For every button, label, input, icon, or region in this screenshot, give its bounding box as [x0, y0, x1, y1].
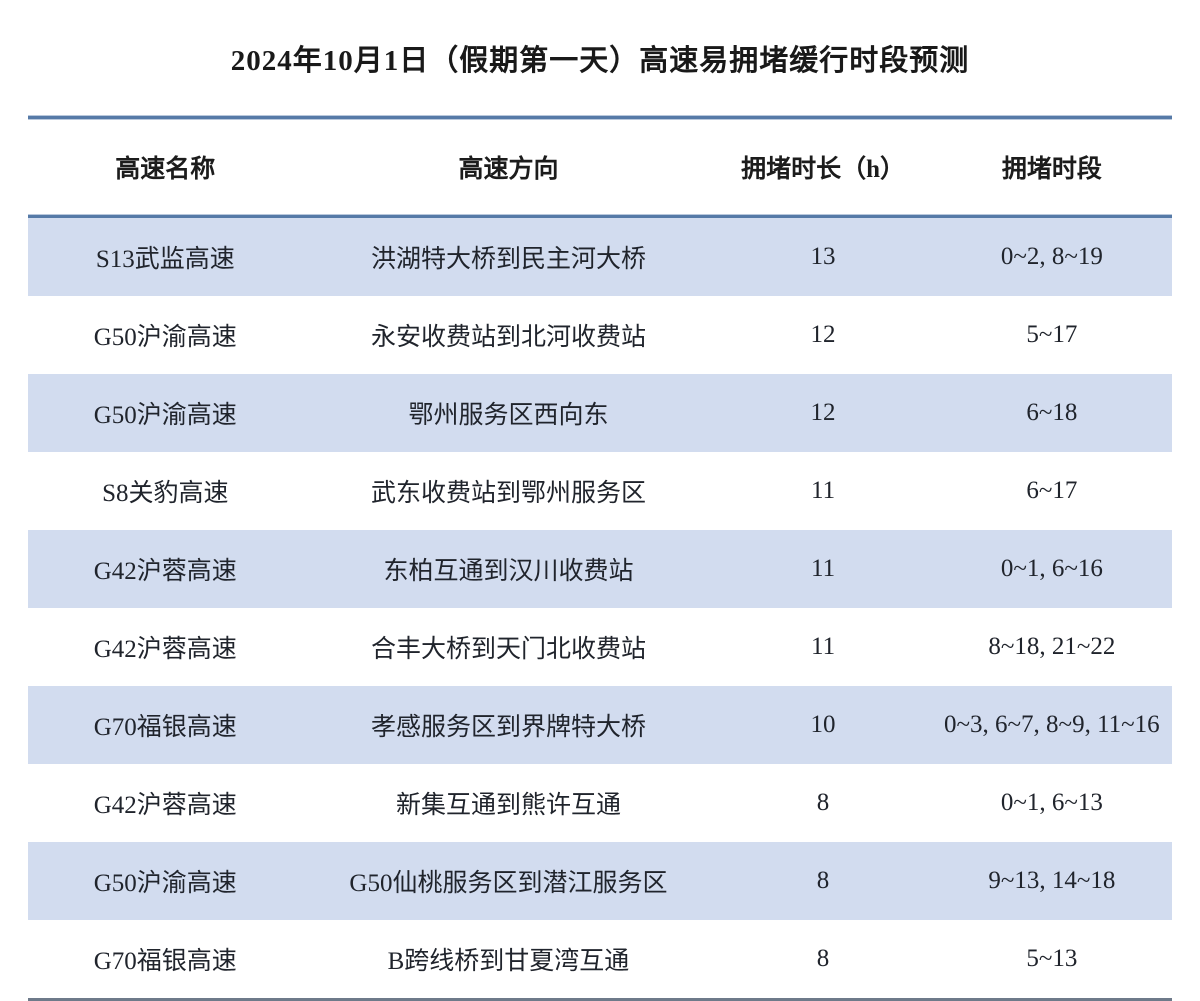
- table-cell: G50沪渝高速: [93, 324, 237, 351]
- column-header-duration: 拥堵时长（h）: [741, 156, 905, 183]
- table-top-rule: [28, 116, 1172, 119]
- title-area: 2024年10月1日（假期第一天）高速易拥堵缓行时段预测: [0, 0, 1200, 116]
- table-cell: 11: [811, 477, 836, 504]
- table-cell: G50沪渝高速: [93, 870, 237, 897]
- column-header-highway-name: 高速名称: [115, 156, 216, 183]
- table-cell: 8: [816, 789, 830, 816]
- table-cell: 武东收费站到鄂州服务区: [370, 480, 646, 507]
- table-row: S13武监高速 洪湖特大桥到民主河大桥 13 0~2, 8~19: [28, 218, 1172, 296]
- table-cell: S8关豹高速: [102, 480, 229, 507]
- table-cell: 5~13: [1026, 945, 1078, 972]
- table-cell: 8: [816, 867, 830, 894]
- table-cell: G70福银高速: [93, 714, 237, 741]
- table-row: G50沪渝高速 永安收费站到北河收费站 12 5~17: [28, 296, 1172, 374]
- table-cell: 洪湖特大桥到民主河大桥: [370, 246, 646, 273]
- table-cell: 9~13, 14~18: [988, 867, 1116, 894]
- table-cell: 8: [816, 945, 830, 972]
- table-row: G42沪蓉高速 合丰大桥到天门北收费站 11 8~18, 21~22: [28, 608, 1172, 686]
- table-cell: 12: [810, 321, 836, 348]
- table-row: G70福银高速 孝感服务区到界牌特大桥 10 0~3, 6~7, 8~9, 11~16: [28, 686, 1172, 764]
- table-cell: 永安收费站到北河收费站: [370, 324, 646, 351]
- table-cell: G42沪蓉高速: [93, 558, 237, 585]
- page-title: 2024年10月1日（假期第一天）高速易拥堵缓行时段预测: [230, 45, 970, 77]
- table-cell: B跨线桥到甘夏湾互通: [387, 948, 630, 975]
- table-cell: 5~17: [1026, 321, 1078, 348]
- table-cell: 10: [810, 711, 836, 738]
- table-cell: 东柏互通到汉川收费站: [383, 558, 634, 585]
- table-bottom-rule: [28, 998, 1172, 1001]
- table-cell: G50仙桃服务区到潜江服务区: [349, 870, 668, 897]
- table-cell: G50沪渝高速: [93, 402, 237, 429]
- table-row: G42沪蓉高速 东柏互通到汉川收费站 11 0~1, 6~16: [28, 530, 1172, 608]
- table-cell: 0~3, 6~7, 8~9, 11~16: [944, 711, 1160, 738]
- table-cell: 0~1, 6~13: [1000, 789, 1103, 816]
- congestion-forecast-table: 高速名称 高速方向 拥堵时长（h） 拥堵时段 S13武监高速 洪湖特大桥到民主河大…: [28, 116, 1172, 1001]
- table-row: G42沪蓉高速 新集互通到熊许互通 8 0~1, 6~13: [28, 764, 1172, 842]
- table-row: G70福银高速 B跨线桥到甘夏湾互通 8 5~13: [28, 920, 1172, 998]
- table-cell: 0~2, 8~19: [1000, 243, 1103, 270]
- table-row: S8关豹高速 武东收费站到鄂州服务区 11 6~17: [28, 452, 1172, 530]
- column-header-direction: 高速方向: [458, 156, 559, 183]
- table-cell: 新集互通到熊许互通: [395, 792, 621, 819]
- table-cell: 11: [811, 633, 836, 660]
- table-cell: G42沪蓉高速: [93, 636, 237, 663]
- table-row: G50沪渝高速 鄂州服务区西向东 12 6~18: [28, 374, 1172, 452]
- column-header-time-period: 拥堵时段: [1001, 156, 1102, 183]
- table-cell: 12: [810, 399, 836, 426]
- table-cell: 鄂州服务区西向东: [408, 402, 609, 429]
- table-cell: 6~18: [1026, 399, 1078, 426]
- table-header-row: 高速名称 高速方向 拥堵时长（h） 拥堵时段: [28, 119, 1172, 215]
- table-cell: 8~18, 21~22: [988, 633, 1116, 660]
- table-cell: G70福银高速: [93, 948, 237, 975]
- table-cell: 6~17: [1026, 477, 1078, 504]
- table-cell: G42沪蓉高速: [93, 792, 237, 819]
- table-cell: 11: [811, 555, 836, 582]
- table-body: S13武监高速 洪湖特大桥到民主河大桥 13 0~2, 8~19 G50沪渝高速 永安收费…: [28, 218, 1172, 998]
- table-cell: S13武监高速: [95, 246, 235, 273]
- table-cell: 13: [810, 243, 836, 270]
- table-cell: 0~1, 6~16: [1000, 555, 1103, 582]
- table-row: G50沪渝高速 G50仙桃服务区到潜江服务区 8 9~13, 14~18: [28, 842, 1172, 920]
- header-bottom-rule: [28, 215, 1172, 218]
- table-cell: 孝感服务区到界牌特大桥: [370, 714, 646, 741]
- table-cell: 合丰大桥到天门北收费站: [370, 636, 646, 663]
